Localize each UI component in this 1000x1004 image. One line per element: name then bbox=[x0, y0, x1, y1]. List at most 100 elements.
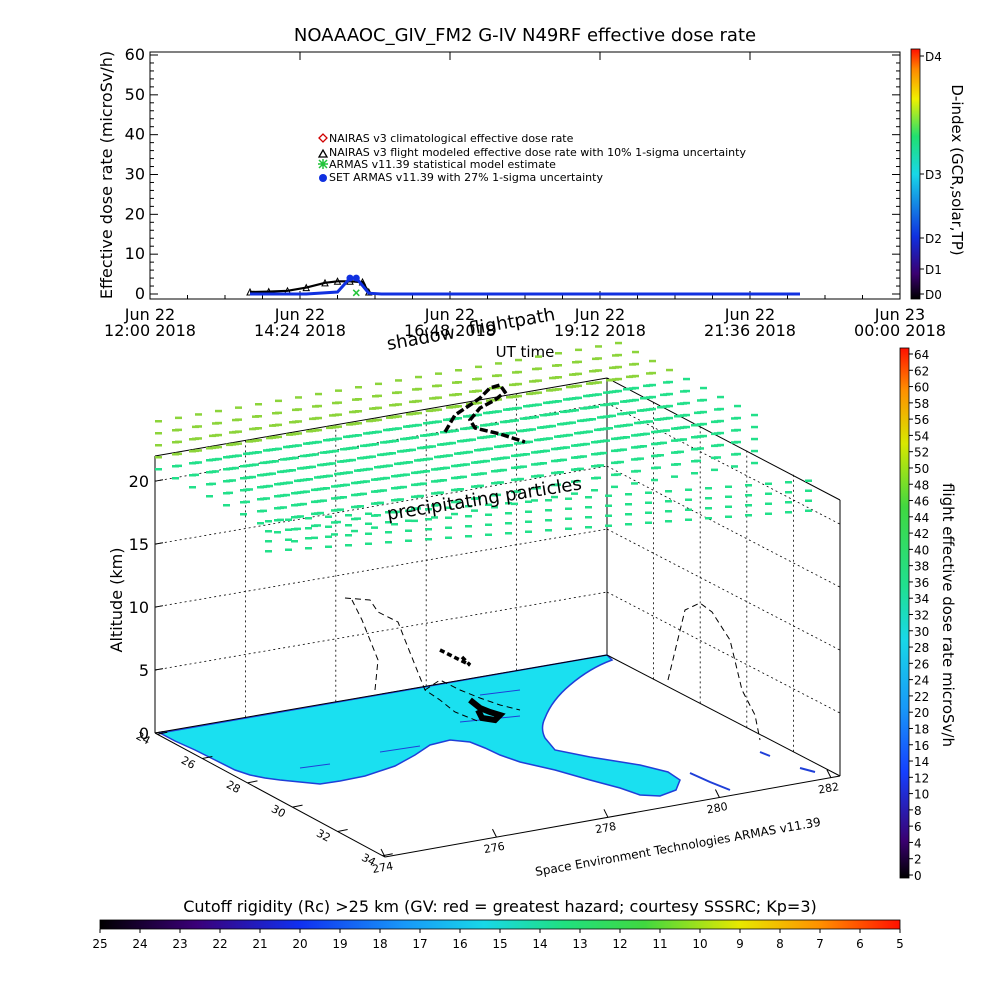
annotation-precipitating-particles: precipitating particles bbox=[385, 473, 583, 525]
particle-mark bbox=[495, 398, 502, 401]
particle-mark bbox=[632, 398, 639, 402]
particle-mark bbox=[649, 407, 656, 411]
particle-mark bbox=[395, 427, 402, 430]
particle-mark bbox=[260, 509, 267, 513]
particle-mark bbox=[609, 414, 616, 418]
particle-mark bbox=[215, 457, 222, 461]
dose-tick-label: 54 bbox=[914, 429, 929, 443]
particle-mark bbox=[555, 388, 562, 391]
particle-mark bbox=[411, 519, 418, 523]
altitude-tick bbox=[154, 605, 164, 608]
particle-mark bbox=[585, 506, 592, 509]
particle-mark bbox=[571, 492, 578, 495]
particle-mark bbox=[192, 473, 199, 477]
flightpath bbox=[439, 382, 526, 724]
particle-mark bbox=[574, 480, 581, 483]
legend-label: NAIRAS v3 climatological effective dose … bbox=[329, 132, 574, 145]
particle-mark bbox=[215, 433, 222, 437]
dose-tick-label: 28 bbox=[914, 641, 929, 655]
dose-tick-label: 40 bbox=[914, 543, 929, 557]
altitude-tick bbox=[154, 542, 164, 545]
latitude-tick bbox=[202, 756, 213, 760]
particle-mark bbox=[605, 504, 612, 507]
particle-mark bbox=[535, 379, 542, 382]
particle-mark bbox=[505, 532, 512, 535]
particle-mark bbox=[685, 498, 692, 501]
particle-mark bbox=[335, 413, 342, 416]
x-tick-label: Jun 22 bbox=[124, 305, 175, 324]
particle-mark bbox=[405, 509, 412, 512]
particle-mark bbox=[331, 533, 338, 536]
particle-mark bbox=[365, 522, 372, 525]
particle-mark bbox=[289, 469, 296, 472]
particle-mark bbox=[717, 395, 724, 399]
annotation-flightpath: flightpath bbox=[467, 304, 556, 340]
particle-mark bbox=[375, 430, 382, 434]
particle-mark bbox=[455, 393, 462, 396]
particle-mark bbox=[235, 430, 242, 433]
particle-mark bbox=[352, 446, 359, 449]
particle-mark bbox=[406, 461, 413, 464]
particle-mark bbox=[515, 358, 522, 362]
particle-mark bbox=[275, 411, 282, 415]
particle-mark bbox=[372, 443, 379, 446]
particle-mark bbox=[765, 502, 772, 505]
particle-mark bbox=[265, 520, 272, 523]
legend-marker-nairas-clim bbox=[318, 133, 328, 143]
particle-mark bbox=[257, 522, 264, 525]
particle-mark bbox=[595, 381, 602, 384]
particle-mark bbox=[311, 536, 318, 540]
particle-mark bbox=[543, 449, 550, 453]
particle-mark bbox=[475, 377, 482, 381]
particle-mark bbox=[683, 377, 690, 381]
rc-tick-label: 7 bbox=[816, 937, 824, 951]
particle-mark bbox=[392, 439, 399, 443]
particle-mark bbox=[155, 468, 162, 471]
particle-mark bbox=[534, 486, 541, 490]
particle-mark bbox=[355, 434, 362, 437]
altitude-axis-label: Altitude (km) bbox=[107, 548, 126, 653]
particle-mark bbox=[603, 439, 610, 442]
rc-tick-label: 8 bbox=[776, 937, 784, 951]
particle-mark bbox=[366, 467, 373, 471]
particle-mark bbox=[443, 466, 450, 470]
rc-colorbar-title: Cutoff rigidity (Rc) >25 km (GV: red = g… bbox=[183, 897, 817, 916]
particle-mark bbox=[612, 402, 619, 405]
dose-tick-label: 6 bbox=[914, 820, 922, 834]
particle-mark bbox=[429, 445, 436, 448]
particle-mark bbox=[415, 387, 422, 391]
particle-mark bbox=[523, 453, 530, 456]
particle-mark bbox=[705, 487, 712, 490]
dose-tick-label: 38 bbox=[914, 560, 929, 574]
particle-mark bbox=[240, 513, 247, 516]
particle-mark bbox=[725, 505, 732, 508]
particle-mark bbox=[277, 518, 284, 522]
rc-tick-label: 23 bbox=[172, 937, 187, 951]
particle-mark bbox=[405, 529, 412, 532]
particle-mark bbox=[409, 448, 416, 452]
particle-mark bbox=[355, 398, 362, 401]
particle-mark bbox=[249, 475, 256, 479]
d-index-label: D4 bbox=[925, 50, 942, 64]
particle-mark bbox=[375, 394, 382, 398]
particle-mark bbox=[525, 510, 532, 513]
particle-mark bbox=[503, 456, 510, 459]
x-tick-label: 21:36 2018 bbox=[704, 321, 796, 340]
particle-mark bbox=[195, 425, 202, 428]
dose-tick-label: 10 bbox=[914, 788, 929, 802]
y-tick-label: 50 bbox=[125, 85, 145, 104]
particle-mark bbox=[435, 396, 442, 399]
particle-mark bbox=[680, 438, 687, 441]
particle-mark bbox=[683, 401, 690, 405]
particle-mark bbox=[395, 403, 402, 406]
particle-mark bbox=[600, 451, 607, 455]
particle-mark bbox=[426, 457, 433, 461]
dose-tick-label: 60 bbox=[914, 381, 929, 395]
particle-mark bbox=[269, 472, 276, 475]
particle-mark bbox=[437, 491, 444, 494]
longitude-tick-label: 278 bbox=[594, 820, 617, 836]
particle-mark bbox=[445, 526, 452, 529]
particle-mark bbox=[375, 406, 382, 410]
particle-mark bbox=[155, 456, 162, 459]
particle-mark bbox=[505, 522, 512, 525]
